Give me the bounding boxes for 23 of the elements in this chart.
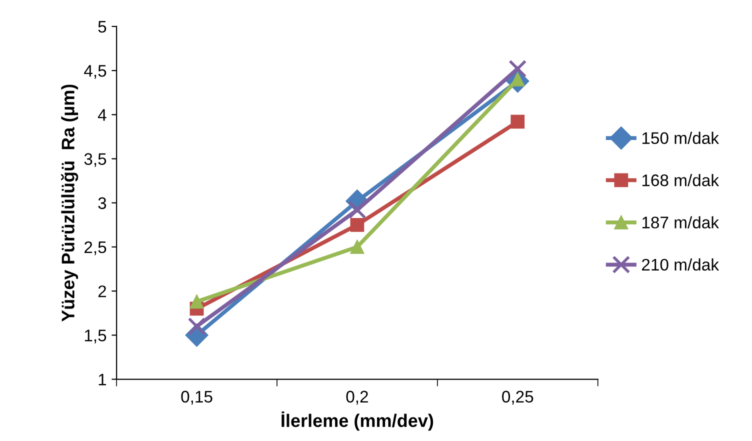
legend-label: 187 m/dak: [642, 216, 720, 228]
point: [350, 240, 364, 254]
y-tick-label: 2,5: [84, 241, 106, 256]
point: [510, 114, 525, 129]
point: [350, 218, 364, 232]
y-tick-label: 3: [98, 197, 106, 210]
legend-label: 168 m/dak: [642, 174, 720, 186]
y-tick-label: 2: [98, 285, 106, 298]
y-axis-title: Yüzey Pürüzlülüğü Ra (µm): [61, 84, 78, 322]
y-tick-label: 5: [98, 21, 106, 33]
x-tick-label: 0,2: [346, 390, 368, 405]
x-tick-label: 0,15: [181, 390, 212, 405]
y-tick-label: 3,5: [84, 153, 106, 167]
y-tick-label: 4,5: [84, 65, 106, 79]
point: [190, 294, 204, 309]
point: [508, 60, 527, 78]
y-tick-label: 1,5: [84, 330, 106, 344]
y-tick-label: 1: [98, 374, 106, 386]
x-axis-title: İlerleme (mm/dev): [282, 411, 434, 431]
legend-label: 210 m/dak: [642, 258, 720, 271]
legend-label: 150 m/dak: [642, 132, 720, 144]
x-tick-label: 0,25: [502, 390, 534, 405]
y-tick-label: 4: [98, 109, 106, 121]
